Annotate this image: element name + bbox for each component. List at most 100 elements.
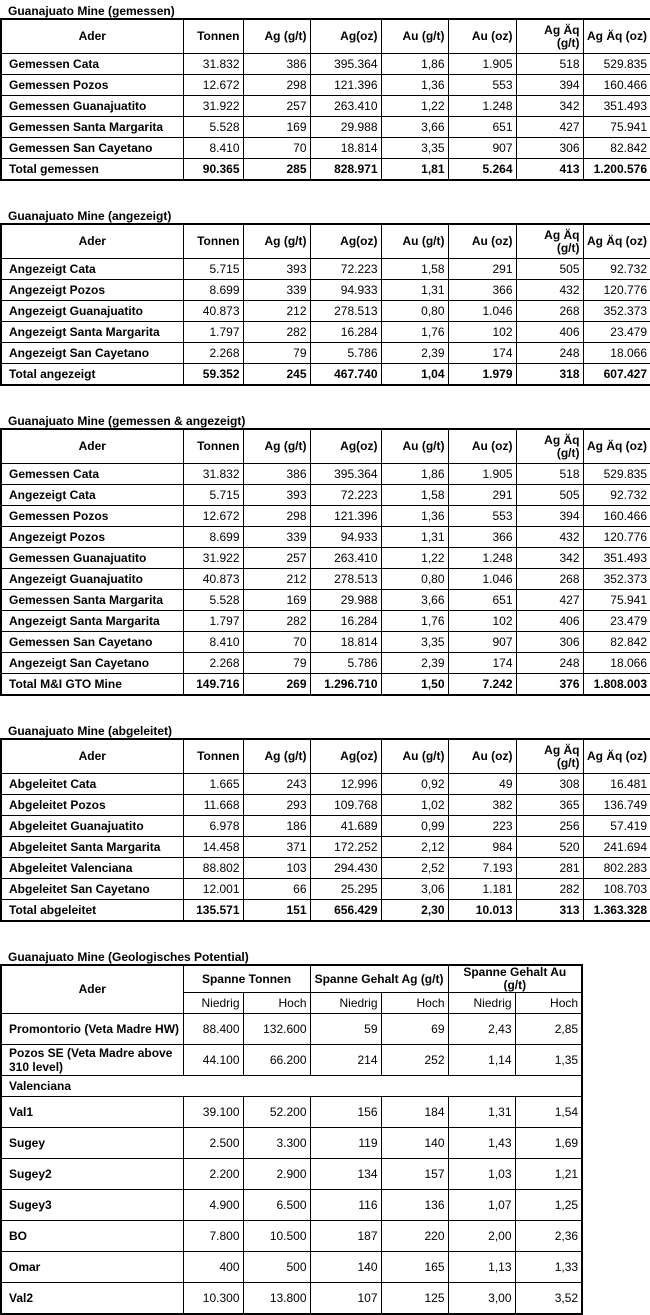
table-cell: 5.786 (309, 342, 382, 364)
table-cell: 2.268 (182, 342, 244, 364)
table-cell: 120.776 (582, 279, 650, 301)
table-cell: 88.400 (182, 1013, 244, 1045)
table-cell: 16.481 (582, 773, 650, 795)
table-cell: 3,06 (380, 878, 449, 900)
row-label: Angezeigt Santa Margarita (0, 610, 184, 632)
low-header: Niedrig (447, 992, 516, 1014)
table-cell: 339 (242, 279, 311, 301)
table-row: Sugey3 4.900 6.500 116 136 1,07 1,25 (0, 1189, 583, 1221)
table-cell: 256 (515, 815, 584, 837)
row-label: Angezeigt Cata (0, 258, 184, 280)
table-cell: 2,85 (514, 1013, 583, 1045)
total-cell: 1.979 (447, 363, 517, 386)
total-row: Total gemessen 90.365 285 828.971 1,81 5.264 4… (0, 158, 650, 181)
table-cell: 12.672 (182, 505, 244, 527)
total-cell: 413 (515, 158, 584, 181)
table-cell: 102 (447, 321, 517, 343)
group-row: Valenciana (0, 1075, 583, 1097)
table-cell: 75.941 (582, 589, 650, 611)
table-cell: 8.410 (182, 631, 244, 653)
table-cell: 243 (242, 773, 311, 795)
table-cell: 169 (242, 589, 311, 611)
resource-table: Ader Tonnen Ag (g/t) Ag(oz) Au (g/t) Au (oz) A… (0, 223, 650, 386)
row-label: Promontorio (Veta Madre HW) (0, 1013, 184, 1045)
table-cell: 1,22 (380, 547, 449, 569)
table-cell: 8.699 (182, 279, 244, 301)
total-cell: 149.716 (182, 673, 244, 696)
column-header: Ag Äq (g/t) (515, 18, 584, 54)
table-cell: 136 (380, 1189, 449, 1221)
group-header: Spanne Gehalt Au (g/t) (447, 964, 583, 993)
table-cell: 386 (242, 53, 311, 75)
table-row: Angezeigt San Cayetano 2.268 79 5.786 2,39 17… (0, 342, 650, 364)
table-cell: 2,39 (380, 652, 449, 674)
table-cell: 248 (515, 342, 584, 364)
table-cell: 31.922 (182, 547, 244, 569)
table-cell: 427 (515, 116, 584, 138)
table-cell: 1.248 (447, 95, 517, 117)
table-row: Sugey2 2.200 2.900 134 157 1,03 1,21 (0, 1158, 583, 1190)
table-cell: 263.410 (309, 95, 382, 117)
table-cell: 3,35 (380, 631, 449, 653)
table-cell: 352.373 (582, 300, 650, 322)
table-cell: 907 (447, 137, 517, 159)
table-cell: 120.776 (582, 526, 650, 548)
column-header: Ag(oz) (309, 738, 382, 774)
row-label: Angezeigt Cata (0, 484, 184, 506)
column-header: Ag Äq (g/t) (515, 428, 584, 464)
row-label: Angezeigt Santa Margarita (0, 321, 184, 343)
table-cell: 6.978 (182, 815, 244, 837)
column-header: Au (g/t) (380, 428, 449, 464)
table-cell: 553 (447, 74, 517, 96)
table-row: Gemessen Cata 31.832 386 395.364 1,86 1.905 51… (0, 463, 650, 485)
row-label: Gemessen Santa Margarita (0, 589, 184, 611)
row-label: Gemessen Cata (0, 463, 184, 485)
row-label: Gemessen Pozos (0, 505, 184, 527)
header-row: Ader Tonnen Ag (g/t) Ag(oz) Au (g/t) Au (oz) A… (0, 223, 650, 259)
total-cell: 1.200.576 (582, 158, 650, 181)
table-cell: 10.500 (242, 1220, 311, 1252)
table-cell: 306 (515, 137, 584, 159)
table-cell: 366 (447, 526, 517, 548)
table-row: Gemessen Santa Margarita 5.528 169 29.988 3,… (0, 589, 650, 611)
table-cell: 134 (309, 1158, 382, 1190)
header-row: Ader Tonnen Ag (g/t) Ag(oz) Au (g/t) Au (oz) A… (0, 738, 650, 774)
document: Guanajuato Mine (gemessen) Ader Tonnen Ag (… (0, 4, 650, 1315)
total-row: Total angezeigt 59.352 245 467.740 1,04 1.979… (0, 363, 650, 386)
table-cell: 31.832 (182, 463, 244, 485)
table-cell: 75.941 (582, 116, 650, 138)
table-row: Val2 10.300 13.800 107 125 3,00 3,52 (0, 1282, 583, 1315)
table-cell: 1.665 (182, 773, 244, 795)
table-cell: 984 (447, 836, 517, 858)
table-cell: 186 (242, 815, 311, 837)
table-row: Gemessen Cata 31.832 386 395.364 1,86 1.905 51… (0, 53, 650, 75)
table-cell: 1,22 (380, 95, 449, 117)
table-cell: 39.100 (182, 1096, 244, 1128)
table-cell: 382 (447, 794, 517, 816)
table-cell: 651 (447, 116, 517, 138)
table-cell: 5.786 (309, 652, 382, 674)
table-row: Angezeigt Guanajuatito 40.873 212 278.513 0,… (0, 300, 650, 322)
total-cell: 1.296.710 (309, 673, 382, 696)
row-label: Abgeleitet San Cayetano (0, 878, 184, 900)
table-cell: 8.410 (182, 137, 244, 159)
table-cell: 57.419 (582, 815, 650, 837)
table-cell: 1,76 (380, 610, 449, 632)
row-label: Angezeigt Pozos (0, 526, 184, 548)
table-cell: 160.466 (582, 74, 650, 96)
total-cell: 607.427 (582, 363, 650, 386)
header-row: Ader Tonnen Ag (g/t) Ag(oz) Au (g/t) Au (oz) A… (0, 428, 650, 464)
row-label: Abgeleitet Guanajuatito (0, 815, 184, 837)
table-cell: 156 (309, 1096, 382, 1128)
table-cell: 3,00 (447, 1282, 516, 1315)
table-cell: 1,58 (380, 484, 449, 506)
table-row: Sugey 2.500 3.300 119 140 1,43 1,69 (0, 1127, 583, 1159)
row-label: Angezeigt Guanajuatito (0, 568, 184, 590)
table-row: Gemessen Guanajuatito 31.922 257 263.410 1,2… (0, 547, 650, 569)
table-cell: 184 (380, 1096, 449, 1128)
table-cell: 395.364 (309, 53, 382, 75)
table-cell: 72.223 (309, 258, 382, 280)
table-cell: 79 (242, 652, 311, 674)
table-cell: 103 (242, 857, 311, 879)
table-cell: 282 (242, 321, 311, 343)
